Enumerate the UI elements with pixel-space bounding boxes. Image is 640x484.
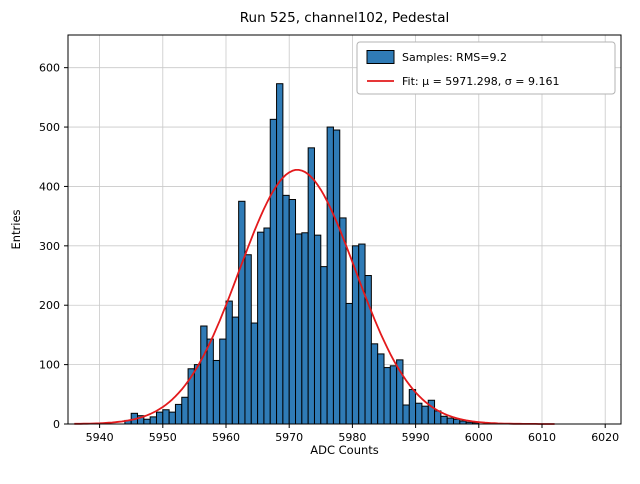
histogram-bar	[276, 83, 284, 425]
histogram-bar	[402, 404, 410, 425]
histogram-bar	[174, 403, 183, 425]
y-tick-label: 500	[39, 121, 60, 134]
histogram-bar	[269, 118, 278, 425]
histogram-bar	[238, 200, 246, 425]
x-tick-label: 5940	[86, 431, 114, 444]
x-tick-label: 5970	[275, 431, 303, 444]
histogram-bar	[339, 217, 347, 425]
histogram-bar	[370, 343, 379, 425]
histogram-bar	[200, 325, 208, 425]
x-tick-label: 6020	[591, 431, 619, 444]
histogram-bar	[295, 233, 303, 425]
histogram-bar	[168, 411, 176, 425]
histogram-bar	[326, 126, 334, 425]
histogram-bar	[415, 402, 423, 425]
histogram-bar	[313, 234, 322, 425]
legend-patch-samples	[366, 50, 395, 64]
histogram-bar	[219, 338, 227, 425]
y-tick-label: 300	[39, 240, 60, 253]
y-tick-label: 400	[39, 180, 60, 193]
fit-curve	[74, 168, 555, 425]
histogram-bar	[206, 338, 214, 425]
histogram-bar	[320, 266, 328, 425]
legend-label: Fit: μ = 5971.298, σ = 9.161	[402, 75, 559, 88]
histogram-bar	[408, 389, 417, 425]
histogram-bar	[282, 194, 290, 425]
x-tick-label: 5950	[149, 431, 177, 444]
y-tick-label: 100	[39, 359, 60, 372]
histogram-bar	[212, 359, 221, 425]
histogram-bar	[453, 418, 461, 425]
histogram-bar	[358, 243, 366, 425]
histogram-bar	[225, 300, 233, 425]
x-tick-label: 6000	[465, 431, 493, 444]
histogram-bar	[181, 396, 189, 425]
x-tick-label: 5960	[212, 431, 240, 444]
histogram-bar	[244, 254, 252, 425]
legend-box	[356, 41, 616, 95]
chart-title: Run 525, channel102, Pedestal	[240, 10, 450, 26]
histogram-bar	[446, 417, 455, 425]
y-tick-label: 200	[39, 299, 60, 312]
y-tick-label: 600	[39, 62, 60, 75]
x-tick-label: 5980	[338, 431, 366, 444]
histogram-bar	[231, 316, 240, 425]
histogram-bar	[345, 302, 353, 425]
x-tick-label: 6010	[528, 431, 556, 444]
histogram-bar	[421, 405, 429, 425]
histogram-bar	[162, 409, 170, 425]
histogram-bar	[257, 231, 265, 425]
histogram-bar	[301, 232, 309, 425]
histogram-bar	[155, 411, 164, 425]
x-tick-label: 5990	[402, 431, 430, 444]
histogram-bar	[440, 415, 448, 425]
histogram-bar	[389, 365, 398, 425]
histogram-bar	[193, 364, 202, 425]
axes-frame	[67, 34, 622, 425]
histogram-bar	[377, 353, 385, 425]
histogram-bar	[383, 367, 391, 425]
y-tick-label: 0	[53, 418, 60, 431]
legend-label: Samples: RMS=9.2	[402, 51, 507, 64]
histogram-bar	[288, 199, 297, 425]
x-axis-label: ADC Counts	[310, 443, 379, 457]
histogram-bar	[263, 227, 271, 425]
histogram-bar	[143, 418, 151, 425]
histogram-bar	[250, 322, 259, 425]
histogram-bar	[307, 147, 315, 425]
histogram-bar	[434, 410, 442, 425]
histogram-bar	[332, 129, 341, 425]
histogram-bar	[149, 416, 157, 425]
y-axis-label: Entries	[9, 209, 23, 249]
